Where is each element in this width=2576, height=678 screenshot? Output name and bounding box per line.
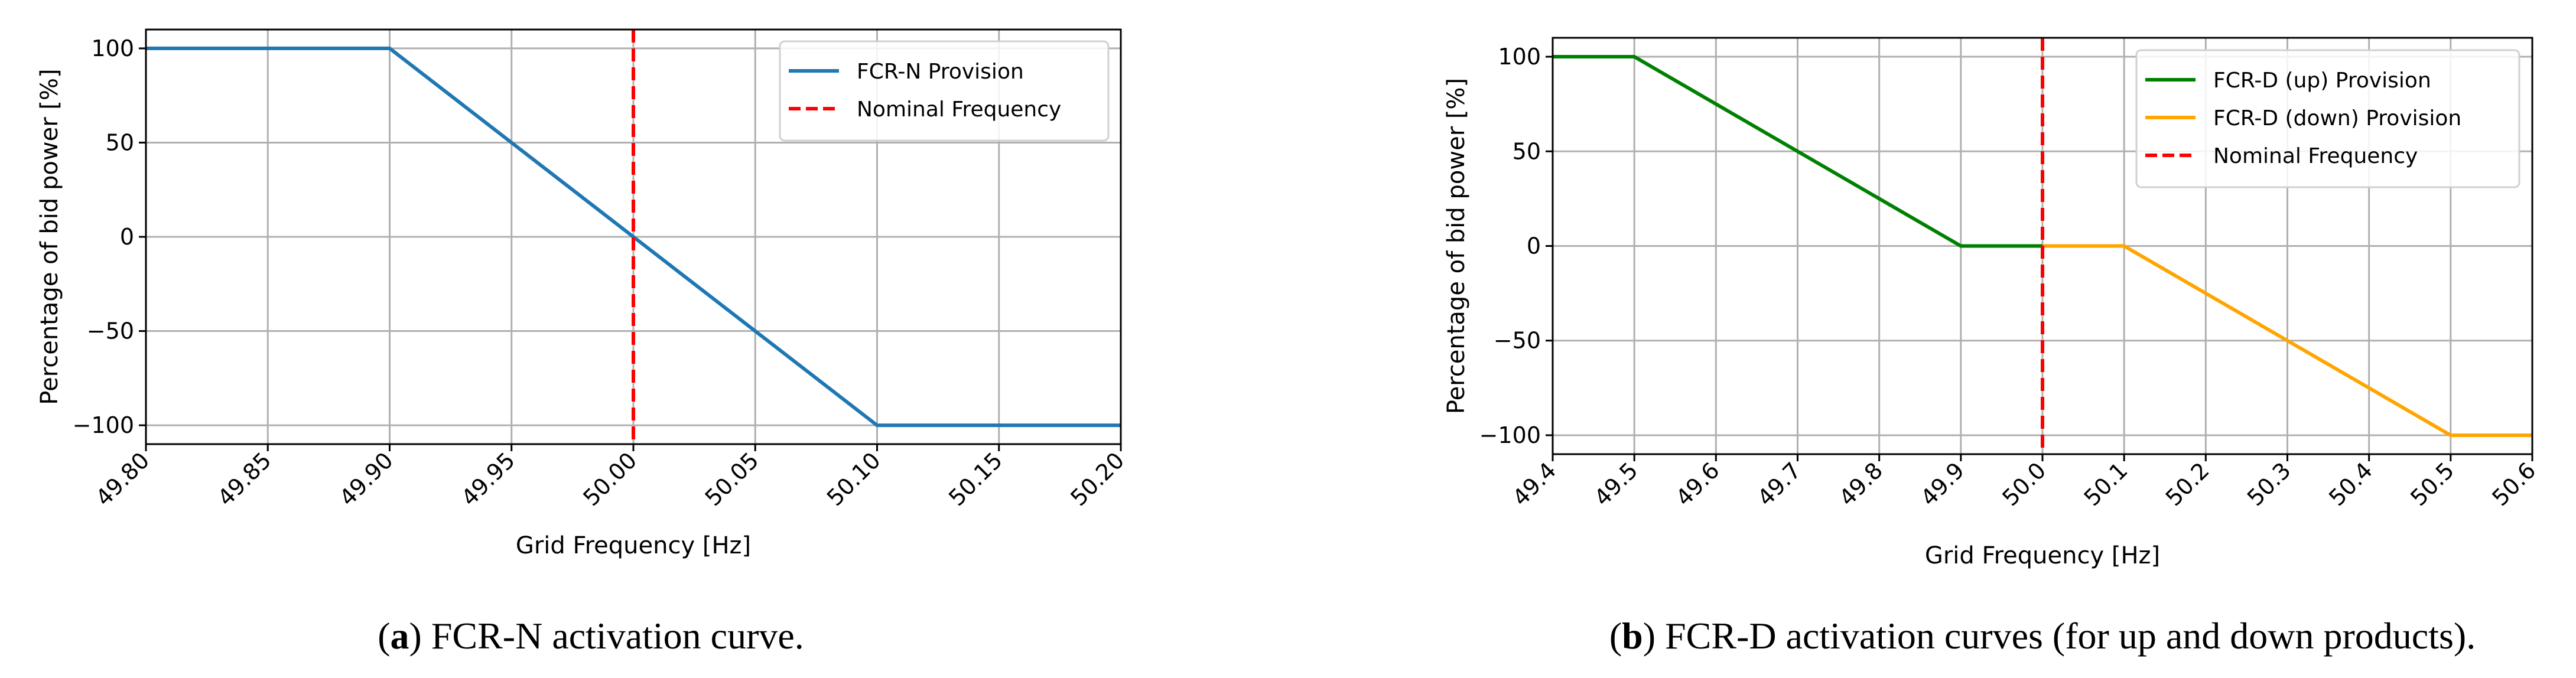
y-tick-label: −100	[1479, 422, 1541, 448]
y-tick-label: −50	[87, 318, 134, 344]
series-line-1	[2042, 244, 2532, 437]
legend-label: FCR-D (down) Provision	[2213, 106, 2461, 131]
caption-text: FCR-N activation curve.	[431, 615, 804, 657]
figure-caption: (a) FCR-N activation curve.	[378, 615, 804, 657]
axes-frame	[145, 28, 1122, 445]
x-tick-label: 50.4	[2324, 457, 2377, 511]
x-tick-label: 50.3	[2242, 457, 2296, 511]
x-tick-label: 49.8	[1834, 457, 1888, 511]
chart-a: 49.80 49.85 49.90 49.95 50.00 50.05 50.10 50.15…	[36, 28, 1129, 657]
x-tick-label: 49.80	[90, 447, 154, 511]
caption-label: a	[391, 615, 409, 657]
series-line-0	[146, 46, 1121, 428]
x-tick-label: 50.20	[1065, 447, 1129, 511]
caption-paren: )	[1643, 615, 1665, 657]
legend: FCR-N Provision Nominal Frequency	[779, 40, 1110, 142]
x-tick-label: 49.4	[1507, 457, 1561, 511]
legend-label: FCR-N Provision	[857, 60, 1024, 84]
y-tick-label: 50	[1513, 138, 1541, 164]
x-tick-label: 50.15	[944, 447, 1007, 511]
x-tick-label: 50.2	[2161, 457, 2214, 511]
x-tick-label: 50.10	[822, 447, 886, 511]
chart-b: 49.4 49.5 49.6 49.7 49.8 49.9 50.0 50.1 50.2 50.3…	[1443, 37, 2541, 657]
x-tick-label: 50.6	[2487, 457, 2541, 511]
x-axis-label: Grid Frequency [Hz]	[1925, 542, 2160, 569]
y-tick-label: 100	[91, 35, 134, 61]
caption-label: b	[1622, 615, 1643, 657]
x-tick-label: 50.5	[2405, 457, 2459, 511]
legend: FCR-D (up) Provision FCR-D (down) Provisi…	[2135, 49, 2520, 188]
x-tick-label: 49.5	[1589, 457, 1643, 511]
y-tick-label: 50	[106, 129, 134, 155]
caption-paren: (	[378, 615, 390, 657]
caption-paren: (	[1609, 615, 1622, 657]
y-tick-label: 100	[1498, 44, 1541, 70]
x-tick-label: 50.00	[578, 447, 642, 511]
y-tick-label: 0	[1527, 233, 1541, 259]
series-line-0	[1553, 55, 2042, 248]
caption-paren: )	[409, 615, 431, 657]
legend-box	[779, 40, 1110, 142]
x-tick-label: 49.90	[334, 447, 398, 511]
y-tick-label: 0	[120, 224, 134, 250]
x-tick-label: 49.9	[1915, 457, 1969, 511]
x-tick-label: 50.0	[1997, 457, 2051, 511]
y-axis-label: Percentage of bid power [%]	[36, 69, 63, 405]
y-tick-label: −100	[73, 412, 134, 438]
y-tick-label: −50	[1494, 328, 1541, 354]
x-tick-label: 50.05	[700, 447, 764, 511]
figure-caption: (b) FCR-D activation curves (for up and …	[1609, 615, 2476, 657]
x-tick-label: 49.95	[456, 447, 520, 511]
x-tick-label: 50.1	[2079, 457, 2133, 511]
legend-label: Nominal Frequency	[857, 97, 1061, 122]
y-axis-label: Percentage of bid power [%]	[1443, 78, 1470, 414]
legend-label: Nominal Frequency	[2213, 144, 2418, 168]
axes-frame	[1552, 37, 2533, 455]
x-tick-label: 49.6	[1671, 457, 1725, 511]
x-axis-label: Grid Frequency [Hz]	[516, 532, 751, 559]
caption-text: FCR-D activation curves (for up and down…	[1665, 615, 2476, 657]
x-tick-label: 49.85	[213, 447, 277, 511]
x-tick-label: 49.7	[1752, 457, 1806, 511]
legend-box	[2135, 49, 2520, 188]
legend-label: FCR-D (up) Provision	[2213, 69, 2431, 93]
